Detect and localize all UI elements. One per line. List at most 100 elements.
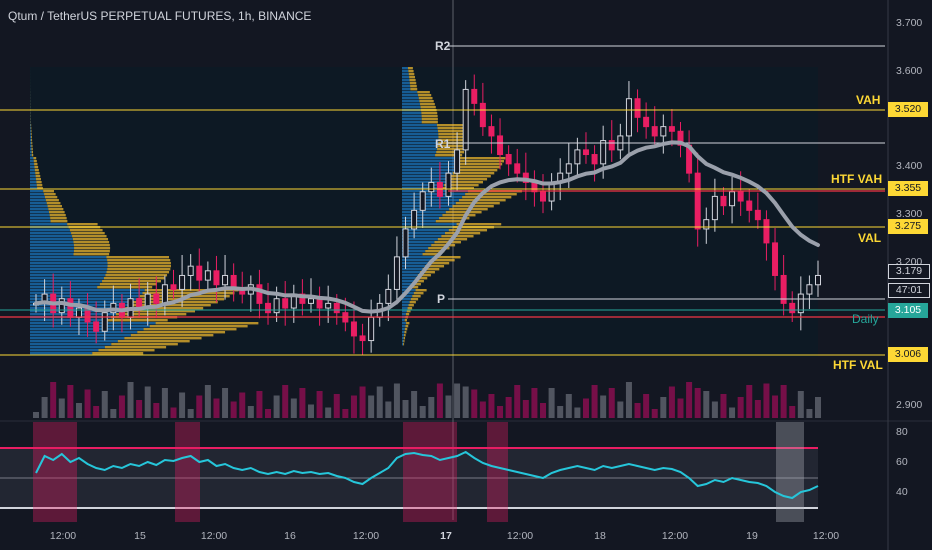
profile-bar-gold: [31, 154, 34, 157]
volume-bar: [33, 412, 39, 418]
daily-price-tag: 3.105: [888, 303, 928, 318]
volume-bar: [153, 403, 160, 418]
profile-bar-gold: [106, 256, 169, 259]
candle-body: [256, 284, 263, 304]
candle-body: [625, 98, 632, 137]
profile-bar-blue: [402, 193, 466, 196]
profile-bar-blue: [30, 148, 32, 151]
volume-bar: [136, 400, 143, 418]
profile-bar-blue: [30, 193, 45, 196]
profile-bar-blue: [402, 118, 422, 121]
profile-bar-gold: [420, 103, 435, 106]
volume-bar: [548, 388, 555, 418]
candle-body: [703, 219, 710, 230]
candle-body: [729, 191, 736, 207]
candle-body: [222, 274, 229, 286]
candle-body: [634, 98, 641, 118]
candle-body: [711, 195, 718, 221]
vah-price-tag: 3.520: [888, 102, 928, 117]
rsi-panel: [0, 422, 819, 522]
profile-bar-blue: [402, 280, 415, 283]
price-tick: 3.400: [896, 160, 923, 172]
profile-bar-gold: [454, 169, 498, 172]
profile-bar-gold: [107, 259, 171, 262]
volume-bar: [350, 395, 357, 418]
time-tick: 12:00: [49, 530, 77, 542]
profile-bar-blue: [402, 265, 426, 268]
profile-bar-blue: [402, 253, 423, 256]
volume-bar: [737, 397, 744, 418]
volume-bar: [780, 385, 787, 418]
profile-bar-gold: [446, 181, 483, 184]
profile-bar-gold: [410, 286, 419, 289]
profile-bar-blue: [30, 325, 150, 328]
volume-bar: [634, 403, 641, 418]
profile-bar-gold: [115, 313, 187, 316]
volume-bar: [565, 394, 572, 418]
profile-bar-gold: [439, 217, 470, 220]
profile-bar-blue: [30, 349, 99, 352]
r1-label: R1: [435, 137, 451, 151]
level-lines: [0, 45, 885, 356]
profile-bar-gold: [409, 79, 416, 82]
htf-vah-price-tag: 3.355: [888, 181, 928, 196]
candle-body: [428, 181, 435, 193]
volume-bar: [522, 400, 529, 418]
profile-bar-gold: [406, 322, 410, 325]
profile-bar-gold: [74, 247, 111, 250]
profile-bar-blue: [30, 289, 145, 292]
profile-bar-blue: [402, 235, 442, 238]
profile-bar-gold: [36, 181, 42, 184]
profile-bar-blue: [402, 241, 435, 244]
profile-bar-gold: [417, 91, 430, 94]
profile-bar-gold: [445, 211, 482, 214]
volume-bar: [729, 407, 736, 418]
profile-bar-gold: [421, 115, 438, 118]
val-price-tag: 3.275: [888, 219, 928, 234]
candle-body: [608, 140, 615, 151]
candle-body: [179, 274, 186, 290]
profile-bar-blue: [30, 211, 50, 214]
profile-bar-gold: [69, 229, 103, 232]
volume-bar: [41, 397, 48, 418]
volume-bar: [118, 395, 125, 418]
symbol-title[interactable]: Qtum / TetherUS PERPETUAL FUTURES, 1h, B…: [8, 9, 312, 23]
candle-body: [479, 102, 486, 128]
candle-body: [325, 302, 332, 309]
profile-bar-blue: [402, 169, 455, 172]
profile-bar-blue: [402, 106, 421, 109]
volume-bar: [411, 391, 418, 418]
profile-bar-blue: [402, 301, 410, 304]
profile-bar-gold: [427, 262, 450, 265]
candle-body: [333, 302, 340, 314]
candle-body: [754, 209, 761, 221]
profile-bar-blue: [402, 271, 421, 274]
rsi-overbought-zone: [175, 422, 200, 522]
candle-body: [797, 293, 804, 314]
profile-bar-gold: [130, 334, 214, 337]
volume-bar: [471, 389, 478, 418]
volume-bar: [625, 382, 632, 418]
profile-bar-gold: [438, 133, 469, 136]
profile-bar-gold: [155, 322, 259, 325]
volume-bar: [557, 406, 564, 418]
profile-bar-blue: [30, 328, 144, 331]
volume-bar: [531, 388, 538, 418]
profile-bar-blue: [402, 277, 416, 280]
profile-bar-gold: [31, 151, 34, 154]
profile-bar-gold: [419, 100, 434, 103]
profile-bar-gold: [450, 175, 491, 178]
profile-bar-gold: [111, 343, 178, 346]
profile-bar-blue: [402, 325, 406, 328]
profile-bar-gold: [418, 97, 433, 100]
profile-bar-gold: [107, 268, 171, 271]
profile-bar-blue: [30, 340, 118, 343]
profile-bar-gold: [50, 220, 68, 223]
volume-bars: [33, 382, 821, 418]
profile-bar-gold: [415, 277, 428, 280]
volume-bar: [282, 385, 289, 418]
profile-bar-blue: [30, 286, 98, 289]
volume-bar: [694, 388, 701, 418]
time-tick: 12:00: [661, 530, 689, 542]
